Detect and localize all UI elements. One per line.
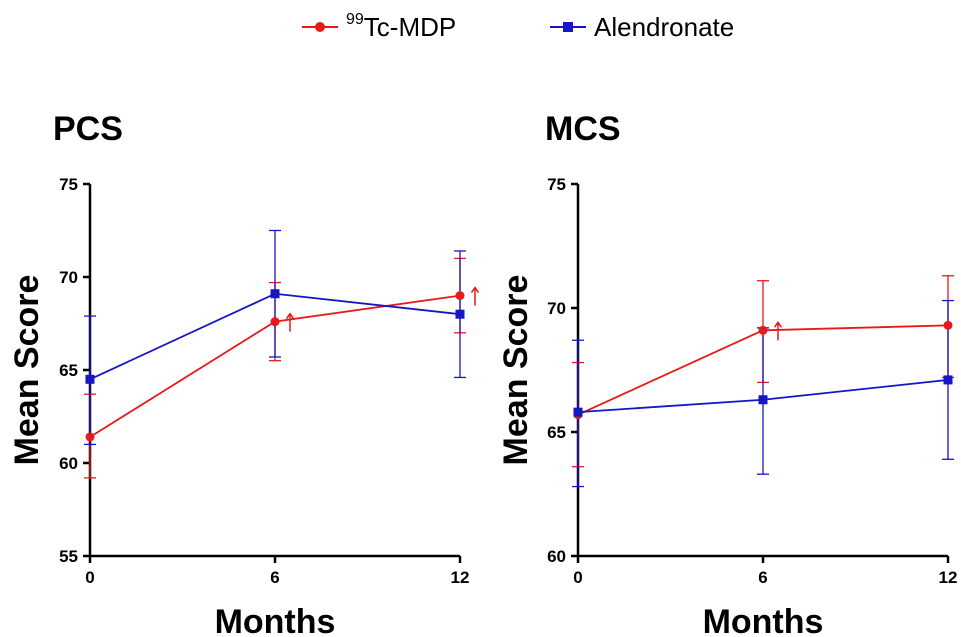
data-point-tc-mdp — [758, 325, 768, 335]
x-tick-label: 6 — [758, 568, 767, 587]
x-axis-label: Months — [215, 603, 336, 637]
y-tick-label: 55 — [59, 547, 78, 566]
x-tick-label: 12 — [451, 568, 470, 587]
y-axis-label: Mean Score — [8, 275, 46, 466]
data-point-alendronate — [573, 407, 583, 417]
x-tick-label: 0 — [573, 568, 582, 587]
x-axis-label: Months — [703, 603, 824, 637]
chart-title: PCS — [53, 110, 123, 148]
y-tick-label: 60 — [547, 547, 566, 566]
chart-legend: 99Tc-MDP Alendronate — [0, 0, 961, 60]
x-tick-label: 6 — [270, 568, 279, 587]
legend-swatch-alendronate — [550, 22, 586, 32]
y-axis-label: Mean Score — [497, 275, 535, 466]
y-tick-label: 60 — [59, 454, 78, 473]
chart-title: MCS — [545, 110, 621, 148]
data-point-alendronate — [758, 395, 768, 405]
legend-item-tc-mdp: 99Tc-MDP — [300, 10, 456, 44]
x-tick-label: 12 — [939, 568, 958, 587]
y-tick-label: 70 — [59, 268, 78, 287]
data-point-alendronate — [943, 375, 953, 385]
data-point-tc-mdp — [455, 291, 465, 301]
legend-label-alendronate: Alendronate — [594, 11, 735, 42]
data-point-alendronate — [270, 289, 280, 299]
chart-panel-mcs: MCS 60 65 70 75 0 6 12 Months Mean Score — [497, 110, 957, 637]
increase-arrow-icon — [773, 321, 783, 341]
increase-arrow-icon — [285, 312, 295, 332]
data-point-alendronate — [455, 309, 465, 319]
y-tick-label: 65 — [59, 361, 78, 380]
legend-superscript: 99 — [346, 11, 364, 28]
increase-arrow-icon — [470, 286, 480, 306]
y-tick-label: 70 — [547, 299, 566, 318]
x-tick-label: 0 — [85, 568, 94, 587]
legend-label-tc-mdp: 99Tc-MDP — [346, 11, 456, 43]
y-tick-label: 75 — [59, 175, 78, 194]
data-point-alendronate — [85, 374, 95, 384]
data-point-tc-mdp — [943, 320, 953, 330]
chart-panel-pcs: PCS 55 60 65 70 75 0 6 12 Months Mean Score — [8, 110, 480, 637]
y-tick-label: 65 — [547, 423, 566, 442]
legend-item-alendronate: Alendronate — [548, 10, 734, 44]
legend-swatch-tc-mdp — [302, 22, 338, 32]
y-tick-label: 75 — [547, 175, 566, 194]
legend-text-tc-mdp: Tc-MDP — [363, 12, 457, 42]
data-point-tc-mdp — [85, 432, 95, 442]
data-point-tc-mdp — [270, 317, 280, 327]
